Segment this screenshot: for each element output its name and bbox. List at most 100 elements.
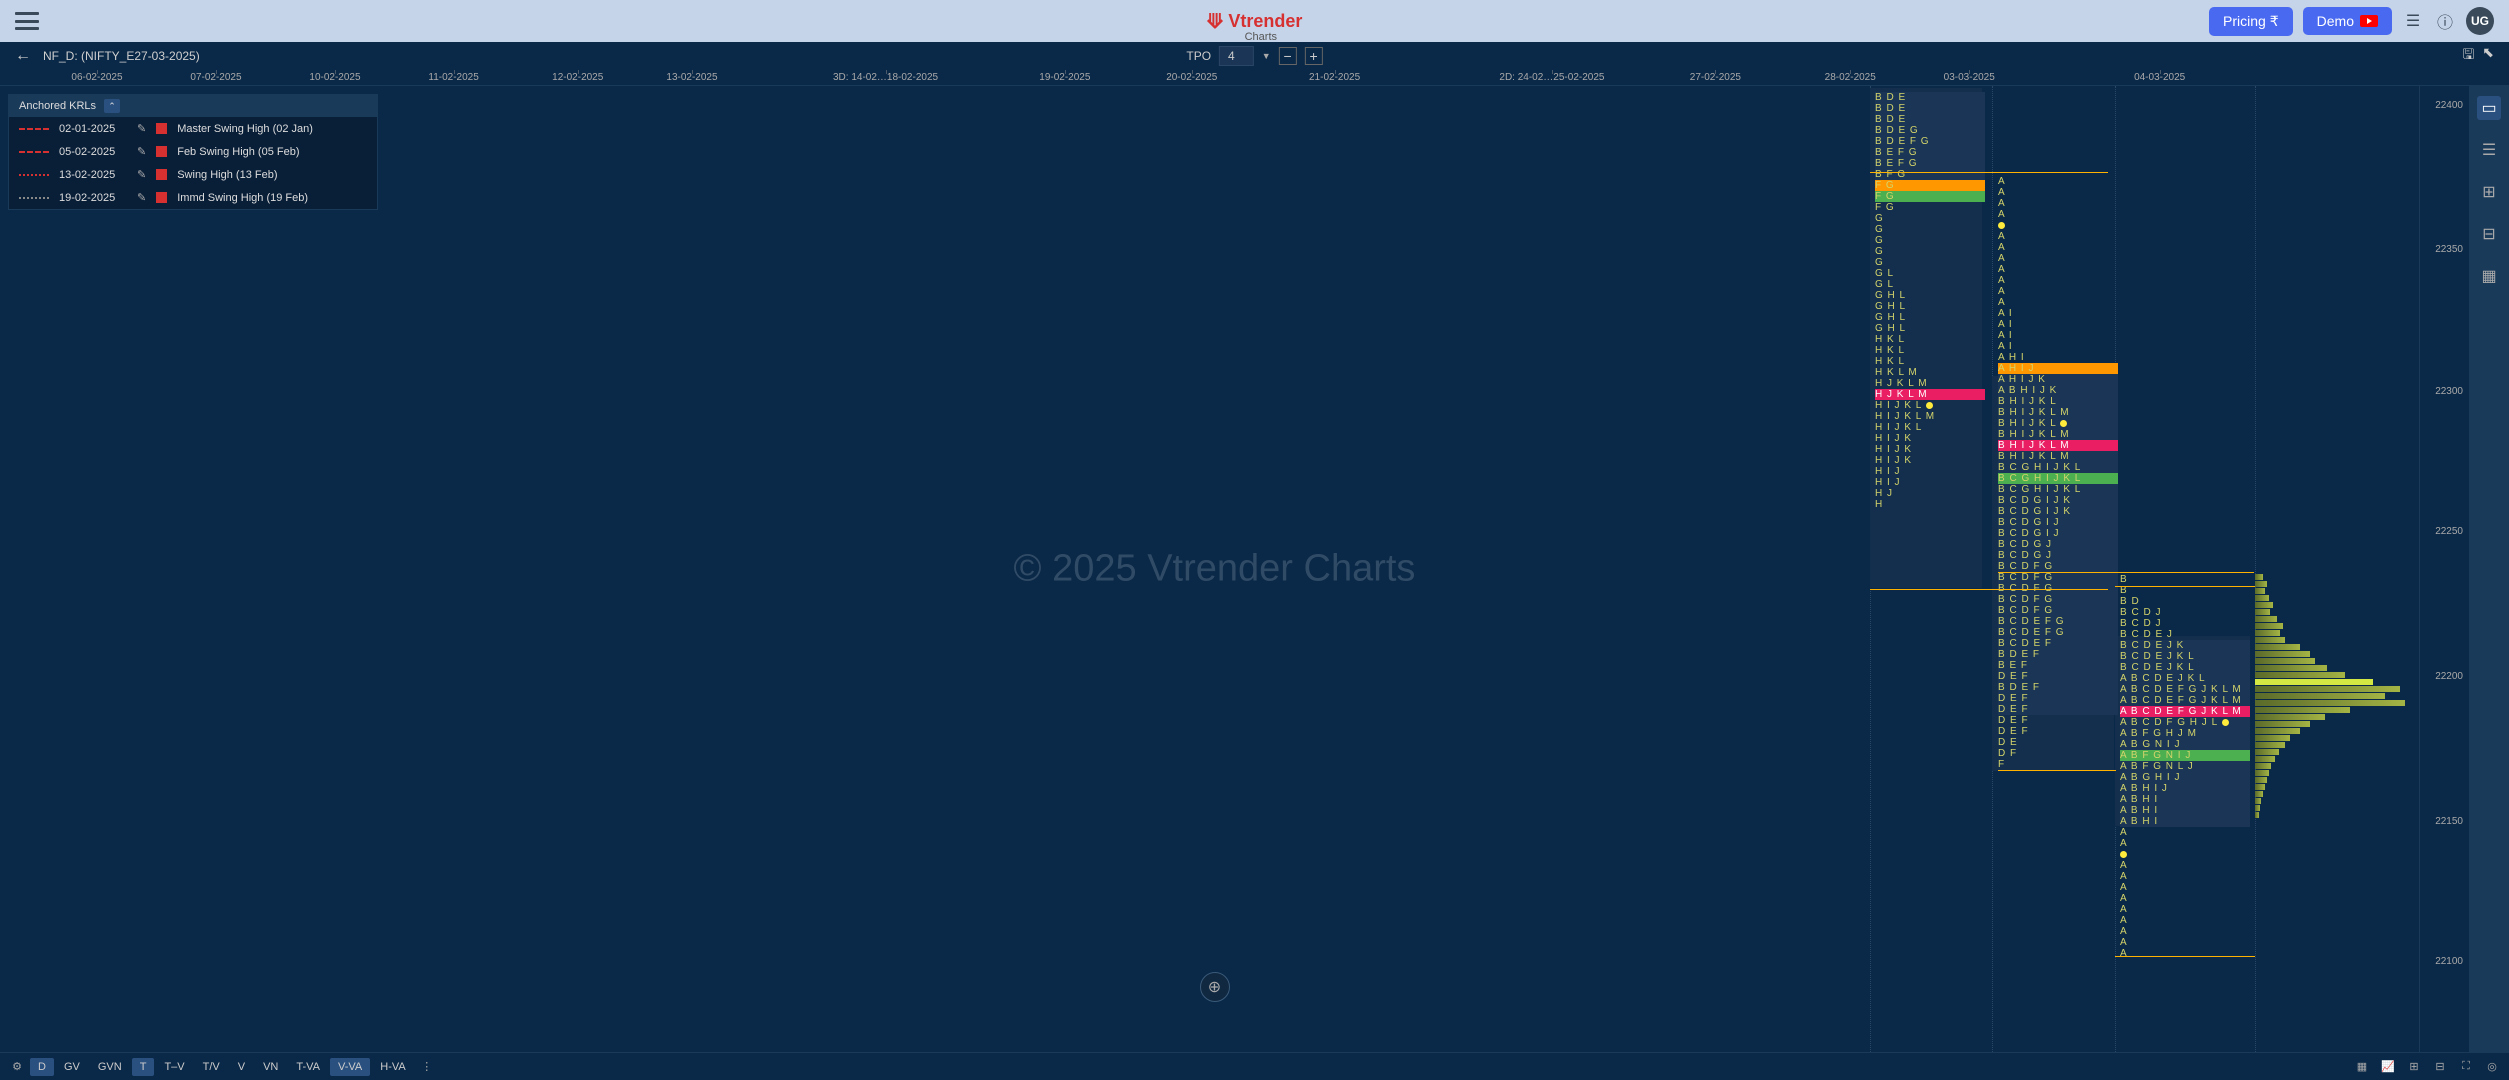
volume-bar [2255,651,2310,657]
krl-label: Immd Swing High (19 Feb) [177,192,308,204]
zoom-out-button[interactable]: − [1279,47,1297,65]
more-icon[interactable]: ⋮ [418,1058,436,1076]
tpo-row: B C D E F G [1998,627,2118,638]
volume-bar [2255,777,2267,783]
tpo-row: B C D J [2120,618,2250,629]
footer-mode-button[interactable]: T–V [156,1058,192,1076]
info-icon[interactable]: ⓘ [2434,10,2456,32]
zoom-in-button[interactable]: + [1305,47,1323,65]
demo-button[interactable]: Demo [2303,7,2392,35]
edit-icon[interactable]: ✎ [137,145,146,158]
pointer-icon[interactable]: ⬉ [2482,44,2494,68]
tpo-row [2120,849,2250,860]
tpo-row: B H I J K L M [1998,451,2118,462]
expand-icon[interactable]: ⛶ [2457,1058,2475,1076]
volume-bar [2255,623,2283,629]
panel-list-icon[interactable]: ☰ [2477,138,2501,162]
footer-mode-button[interactable]: VN [255,1058,286,1076]
pricing-button[interactable]: Pricing ₹ [2209,7,2293,36]
footer-mode-button[interactable]: GV [56,1058,88,1076]
color-box[interactable] [156,123,167,134]
volume-bar [2255,574,2263,580]
tpo-row: H K L [1875,356,1985,367]
tpo-row: B D E [1875,92,1985,103]
panel-single-icon[interactable]: ▭ [2477,96,2501,120]
grid2-icon[interactable]: ⊞ [2405,1058,2423,1076]
crosshair-button[interactable]: ⊕ [1200,972,1230,1002]
krl-row[interactable]: 19-02-2025 ✎ Immd Swing High (19 Feb) [9,186,377,209]
tpo-row: H J [1875,488,1985,499]
tpo-row: A H I [1998,352,2118,363]
header-right: Pricing ₹ Demo ☰ ⓘ UG [2209,7,2494,36]
tpo-row: B C D F G [1998,561,2118,572]
tpo-row: A B C D E F G J K L M [2120,695,2250,706]
color-box[interactable] [156,169,167,180]
settings-icon[interactable]: ⚙ [8,1058,26,1076]
panel-grid3-icon[interactable]: ⊟ [2477,222,2501,246]
krl-label: Swing High (13 Feb) [177,169,277,181]
krl-row[interactable]: 13-02-2025 ✎ Swing High (13 Feb) [9,163,377,186]
user-avatar[interactable]: UG [2466,7,2494,35]
krl-panel-header[interactable]: Anchored KRLs ⌃ [9,95,377,117]
tpo-row: B E F G [1875,147,1985,158]
dropdown-icon[interactable]: ▼ [1262,51,1271,61]
tpo-select[interactable]: 4 [1219,46,1254,66]
grid3-icon[interactable]: ⊟ [2431,1058,2449,1076]
footer-mode-button[interactable]: H-VA [372,1058,413,1076]
edit-icon[interactable]: ✎ [137,168,146,181]
logo[interactable]: ⟱ Vtrender Charts [1207,9,1303,34]
tpo-row: B C D F G [1998,594,2118,605]
volume-bar [2255,665,2327,671]
chart-area[interactable]: © 2025 Vtrender Charts Anchored KRLs ⌃ 0… [0,86,2429,1052]
tpo-row: F G [1875,180,1985,191]
date-tick: 11-02-2025 [428,72,478,83]
tpo-row: H I J K [1875,455,1985,466]
krl-line-sample [19,194,49,202]
krl-row[interactable]: 05-02-2025 ✎ Feb Swing High (05 Feb) [9,140,377,163]
panel-grid2-icon[interactable]: ⊞ [2477,180,2501,204]
footer-mode-button[interactable]: T [132,1058,155,1076]
color-box[interactable] [156,192,167,203]
hamburger-menu[interactable] [15,12,39,30]
volume-bar [2255,602,2273,608]
footer-right: ▦ 📈 ⊞ ⊟ ⛶ ◎ [2353,1058,2501,1076]
tpo-row: B C D G I J K [1998,495,2118,506]
footer-mode-button[interactable]: V [230,1058,253,1076]
tpo-row: B [2120,574,2250,585]
tpo-row: D E F [1998,715,2118,726]
edit-icon[interactable]: ✎ [137,122,146,135]
footer-mode-button[interactable]: GVN [90,1058,130,1076]
tpo-row: A [1998,198,2118,209]
krl-title: Anchored KRLs [19,100,96,112]
y-tick: 22150 [2435,816,2463,827]
footer-mode-button[interactable]: T-VA [288,1058,328,1076]
krl-date: 13-02-2025 [59,169,127,181]
panel-grid4-icon[interactable]: ▦ [2477,264,2501,288]
footer-mode-button[interactable]: D [30,1058,54,1076]
list-icon[interactable]: ☰ [2402,10,2424,32]
grid-view-icon[interactable]: ▦ [2353,1058,2371,1076]
color-box[interactable] [156,146,167,157]
symbol-name[interactable]: NF_D: (NIFTY_E27-03-2025) [43,49,200,63]
tpo-row: A [1998,297,2118,308]
footer-mode-button[interactable]: T/V [195,1058,228,1076]
tpo-row: B D E F [1998,682,2118,693]
tpo-row: D E F [1998,704,2118,715]
footer-mode-button[interactable]: V-VA [330,1058,370,1076]
tpo-row: B C G H I J K L [1998,484,2118,495]
volume-bar [2255,700,2405,706]
edit-icon[interactable]: ✎ [137,191,146,204]
tpo-row: A [1998,286,2118,297]
line-chart-icon[interactable]: 📈 [2379,1058,2397,1076]
tpo-row: G L [1875,268,1985,279]
krl-row[interactable]: 02-01-2025 ✎ Master Swing High (02 Jan) [9,117,377,140]
collapse-icon[interactable]: ⌃ [104,99,120,113]
tpo-row: A [2120,882,2250,893]
tpo-row: D E F [1998,726,2118,737]
save-icon[interactable]: 🖫 [2462,44,2474,68]
target-icon[interactable]: ◎ [2483,1058,2501,1076]
date-tick: 2D: 24-02…25-02-2025 [1499,72,1604,83]
tpo-row: A B H I [2120,805,2250,816]
tpo-row: A B H I [2120,794,2250,805]
back-arrow-icon[interactable]: ← [15,47,31,65]
